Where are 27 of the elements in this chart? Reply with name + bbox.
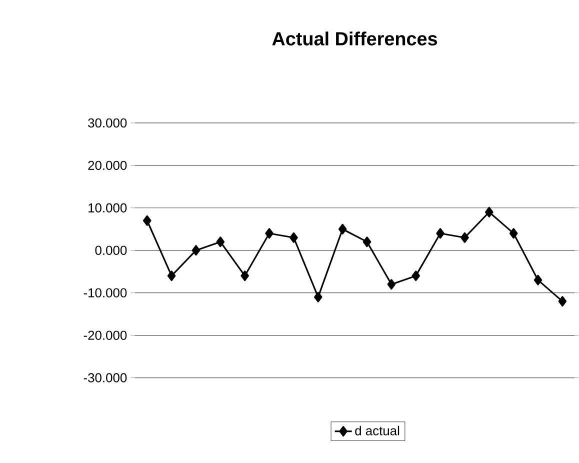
point — [387, 279, 396, 290]
point — [142, 215, 152, 226]
y-tick-label: 10.000 — [88, 203, 127, 213]
y-tick-label: -20.000 — [84, 330, 127, 340]
point — [192, 245, 200, 256]
point — [436, 228, 444, 239]
point — [534, 274, 542, 286]
point — [412, 270, 420, 282]
point — [167, 270, 176, 282]
point — [216, 236, 225, 248]
point — [558, 296, 567, 307]
point — [314, 292, 322, 302]
point — [265, 228, 274, 239]
point — [290, 232, 298, 244]
point — [484, 206, 494, 218]
point — [240, 270, 250, 282]
y-tick-label: 0.000 — [95, 246, 127, 256]
point — [509, 228, 518, 239]
y-tick-label: 20.000 — [88, 160, 127, 170]
point — [338, 224, 347, 235]
y-tick-label: -10.000 — [84, 288, 127, 298]
y-tick-label: 30.000 — [88, 118, 127, 128]
y-tick-label: -30.000 — [84, 373, 127, 382]
chart-title: Actual Differences — [272, 32, 438, 46]
point — [460, 232, 469, 244]
point — [362, 236, 372, 248]
legend-label: d actual — [355, 426, 400, 436]
